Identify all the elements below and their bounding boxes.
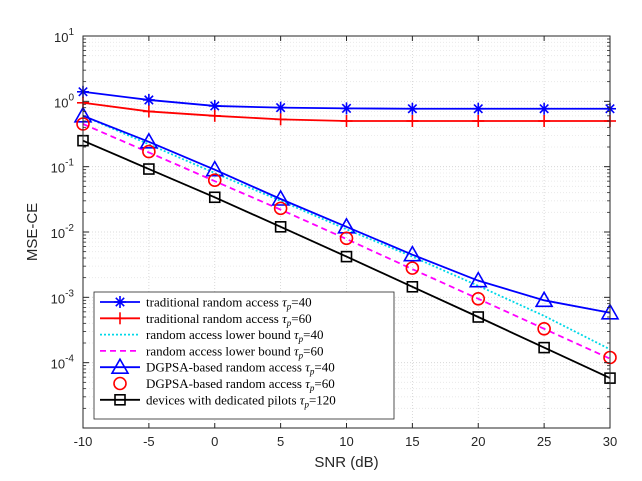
legend-label: traditional random access τp=40 [146, 295, 312, 312]
x-tick-label: -5 [143, 434, 155, 449]
marker-circle [471, 291, 486, 306]
legend-item: devices with dedicated pilots τp=120 [100, 392, 336, 409]
y-axis-label: MSE-CE [24, 203, 41, 261]
marker-square [538, 341, 550, 354]
y-tick-label: 10-1 [51, 158, 75, 176]
marker-asterisk [275, 102, 286, 113]
x-axis-label: SNR (dB) [314, 454, 378, 471]
legend-item: traditional random access τp=60 [100, 311, 312, 328]
x-tick-label: -10 [74, 434, 93, 449]
legend-label: DGPSA-based random access τp=40 [146, 360, 335, 377]
series-4 [82, 123, 611, 360]
x-tick-label: 15 [405, 434, 419, 449]
marker-square [406, 280, 419, 293]
series-1 [77, 85, 616, 115]
legend-item: random access lower bound τp=60 [100, 343, 324, 360]
marker-circle [207, 173, 222, 188]
legend-label: random access lower bound τp=40 [146, 327, 324, 344]
marker-triangle [110, 357, 130, 375]
series-group [73, 85, 620, 384]
legend: traditional random access τp=40tradition… [93, 291, 395, 420]
marker-triangle [205, 160, 225, 177]
x-tick-label: 0 [211, 434, 218, 449]
marker-triangle [534, 290, 554, 308]
legend-label: DGPSA-based random access τp=60 [146, 376, 335, 393]
y-tick-label: 10-4 [51, 354, 75, 372]
x-tick-label: 25 [537, 434, 551, 449]
marker-triangle [402, 245, 422, 262]
legend-item: DGPSA-based random access τp=40 [100, 357, 335, 377]
x-tick-label: 20 [471, 434, 485, 449]
marker-triangle [468, 271, 488, 288]
ticks: -10 -5 0 5 10 15 20 25 30 10-4 10-3 10-2 10-1 100 101 [51, 27, 618, 449]
legend-item: traditional random access τp=40 [100, 295, 312, 312]
legend-label: random access lower bound τp=60 [146, 343, 324, 360]
series-2 [77, 96, 616, 128]
marker-asterisk [473, 103, 484, 114]
marker-square [472, 311, 485, 323]
y-tick-label: 10-3 [51, 288, 75, 306]
marker-square [208, 191, 221, 204]
marker-asterisk [209, 101, 220, 111]
series-line [82, 139, 611, 379]
marker-asterisk [144, 95, 154, 105]
legend-item: random access lower bound τp=40 [100, 327, 324, 344]
marker-square [340, 250, 353, 263]
marker-asterisk [115, 297, 125, 307]
x-tick-label: 30 [603, 434, 617, 449]
marker-asterisk [407, 103, 418, 114]
marker-circle [113, 376, 127, 391]
series-line [82, 123, 611, 360]
marker-square [274, 221, 287, 233]
legend-item: DGPSA-based random access τp=60 [113, 376, 335, 393]
y-tick-label: 100 [54, 92, 74, 110]
series-line [82, 114, 611, 314]
x-tick-label: 10 [339, 434, 353, 449]
marker-asterisk [341, 103, 352, 114]
marker-square [114, 393, 126, 406]
marker-circle [405, 261, 420, 275]
legend-box [93, 291, 395, 420]
y-tick-label: 101 [54, 27, 74, 45]
marker-asterisk [539, 103, 549, 114]
legend-label: devices with dedicated pilots τp=120 [146, 392, 336, 409]
legend-label: traditional random access τp=60 [146, 311, 312, 328]
marker-circle [273, 201, 288, 216]
marker-triangle [271, 189, 291, 206]
marker-circle [339, 231, 354, 246]
marker-circle [537, 321, 551, 336]
y-tick-label: 10-2 [51, 223, 75, 241]
marker-triangle [139, 132, 159, 149]
marker-square [143, 163, 155, 175]
marker-circle [142, 144, 156, 159]
x-tick-label: 5 [277, 434, 284, 449]
